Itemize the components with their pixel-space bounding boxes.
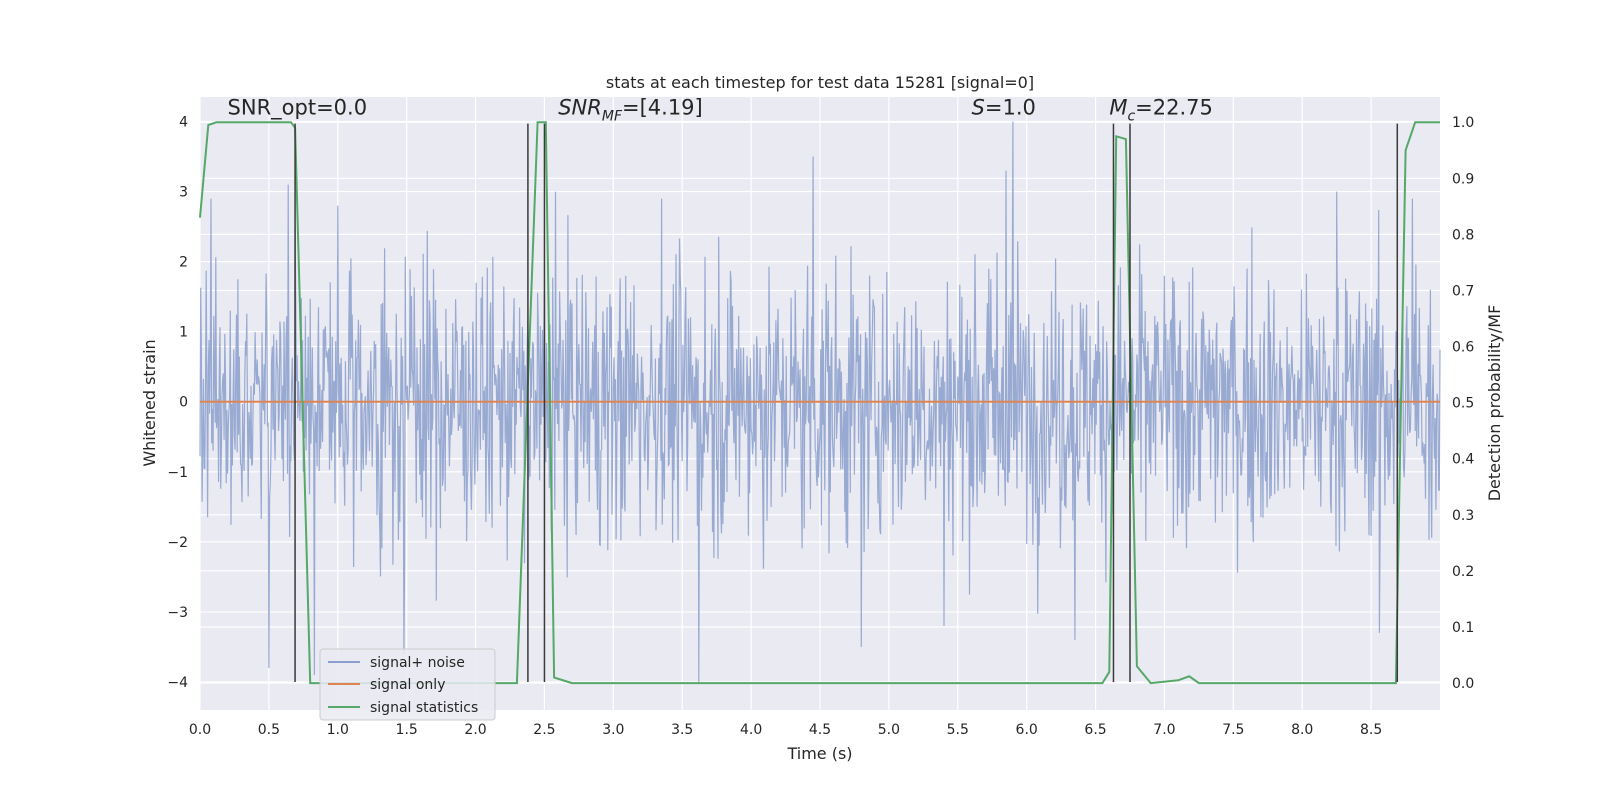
y-tick-label: 4 <box>179 115 188 131</box>
y-tick-label: −1 <box>167 465 188 481</box>
annotation-3: Mc=22.75 <box>1109 96 1213 125</box>
y2-axis-label: Detection probability/MF <box>1485 305 1504 502</box>
legend-signal-label: signal only <box>370 677 445 693</box>
x-tick-label: 5.0 <box>878 722 900 738</box>
x-tick-label: 5.5 <box>947 722 969 738</box>
legend-box <box>319 648 496 721</box>
y2-tick-label: 0.9 <box>1452 171 1474 187</box>
signal-statistics-line <box>199 121 1440 685</box>
y2-tick-label: 0.3 <box>1452 508 1474 524</box>
y2-tick-label: 1.0 <box>1452 115 1474 131</box>
y-tick-label: −3 <box>167 605 188 621</box>
y2-tick-label: 0.7 <box>1452 283 1474 299</box>
y2-tick-label: 0.2 <box>1452 564 1474 580</box>
x-tick-label: 0.0 <box>189 722 211 738</box>
x-tick-label: 2.0 <box>464 722 486 738</box>
signal-statistics-series <box>199 121 1440 685</box>
y-tick-label: 2 <box>179 255 188 271</box>
annotation-0: SNR_opt=0.0 <box>228 96 368 121</box>
y2-tick-label: 0.8 <box>1452 227 1474 243</box>
x-tick-label: 1.0 <box>327 722 349 738</box>
y2-tick-label: 0.6 <box>1452 340 1474 356</box>
x-tick-label: 7.5 <box>1222 722 1244 738</box>
x-tick-label: 4.5 <box>809 722 831 738</box>
y2-tick-label: 0.5 <box>1452 396 1474 412</box>
annotation-1: SNRMF=[4.19] <box>558 96 703 125</box>
annotations: SNR_opt=0.0 SNRMF=[4.19] S=1.0 Mc=22.75 <box>228 96 1213 125</box>
x-tick-label: 3.0 <box>602 722 624 738</box>
x-tick-label: 8.0 <box>1291 722 1313 738</box>
y-tick-label: 1 <box>179 325 188 341</box>
legend-stats-label: signal statistics <box>370 700 478 716</box>
x-tick-label: 7.0 <box>1153 722 1175 738</box>
annotation-2: S=1.0 <box>972 96 1036 120</box>
y-tick-label: −2 <box>167 535 188 551</box>
y-axis-label: Whitened strain <box>140 339 159 466</box>
y-tick-label: 0 <box>179 395 188 411</box>
noise-series <box>199 121 1441 683</box>
x-tick-label: 6.5 <box>1084 722 1106 738</box>
x-tick-label: 6.0 <box>1016 722 1038 738</box>
x-tick-label: 4.0 <box>740 722 762 738</box>
y2-tick-label: 0.1 <box>1452 620 1474 636</box>
noise-trace <box>199 121 1441 683</box>
x-tick-label: 1.5 <box>396 722 418 738</box>
legend-noise-label: signal+ noise <box>370 655 465 671</box>
x-tick-label: 0.5 <box>258 722 280 738</box>
x-axis-label: Time (s) <box>786 744 852 763</box>
marker-lines <box>294 123 1399 682</box>
chart-title: stats at each timestep for test data 152… <box>606 73 1034 92</box>
tick-labels: 0.0 0.5 1.0 1.5 2.0 2.5 3.0 3.5 4.0 4.5 5.0 5.5 6.0 6… <box>167 115 1474 738</box>
x-tick-label: 2.5 <box>533 722 555 738</box>
y2-tick-label: 0.4 <box>1452 452 1474 468</box>
y-tick-label: 3 <box>179 185 188 201</box>
y2-tick-label: 0.0 <box>1452 676 1474 692</box>
y-tick-label: −4 <box>167 675 188 691</box>
x-tick-label: 3.5 <box>671 722 693 738</box>
legend: signal+ noise signal only signal statist… <box>319 648 496 721</box>
x-tick-label: 8.5 <box>1360 722 1382 738</box>
